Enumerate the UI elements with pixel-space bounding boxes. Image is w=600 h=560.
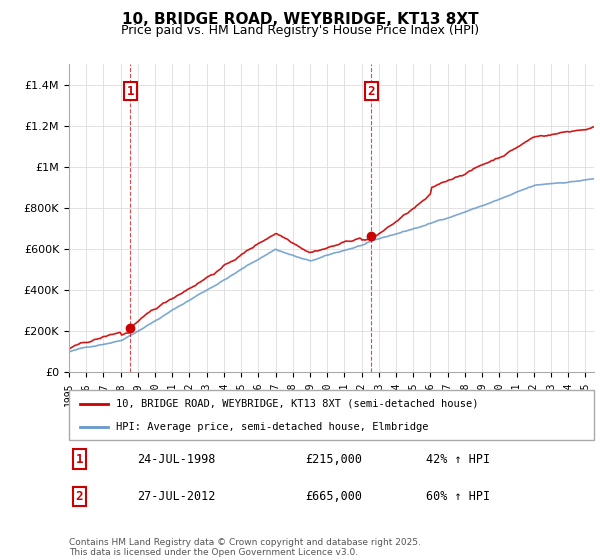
Text: 2: 2 — [76, 491, 83, 503]
Text: 24-JUL-1998: 24-JUL-1998 — [137, 452, 215, 465]
Text: 60% ↑ HPI: 60% ↑ HPI — [426, 491, 490, 503]
Text: 27-JUL-2012: 27-JUL-2012 — [137, 491, 215, 503]
Text: 1: 1 — [76, 452, 83, 465]
Text: Contains HM Land Registry data © Crown copyright and database right 2025.
This d: Contains HM Land Registry data © Crown c… — [69, 538, 421, 557]
Text: 42% ↑ HPI: 42% ↑ HPI — [426, 452, 490, 465]
Text: 10, BRIDGE ROAD, WEYBRIDGE, KT13 8XT: 10, BRIDGE ROAD, WEYBRIDGE, KT13 8XT — [122, 12, 478, 27]
Text: 10, BRIDGE ROAD, WEYBRIDGE, KT13 8XT (semi-detached house): 10, BRIDGE ROAD, WEYBRIDGE, KT13 8XT (se… — [116, 399, 479, 409]
Text: 2: 2 — [368, 85, 375, 97]
FancyBboxPatch shape — [69, 390, 594, 440]
Text: 1: 1 — [127, 85, 134, 97]
Text: £665,000: £665,000 — [305, 491, 362, 503]
Text: Price paid vs. HM Land Registry's House Price Index (HPI): Price paid vs. HM Land Registry's House … — [121, 24, 479, 37]
Text: £215,000: £215,000 — [305, 452, 362, 465]
Text: HPI: Average price, semi-detached house, Elmbridge: HPI: Average price, semi-detached house,… — [116, 422, 429, 432]
